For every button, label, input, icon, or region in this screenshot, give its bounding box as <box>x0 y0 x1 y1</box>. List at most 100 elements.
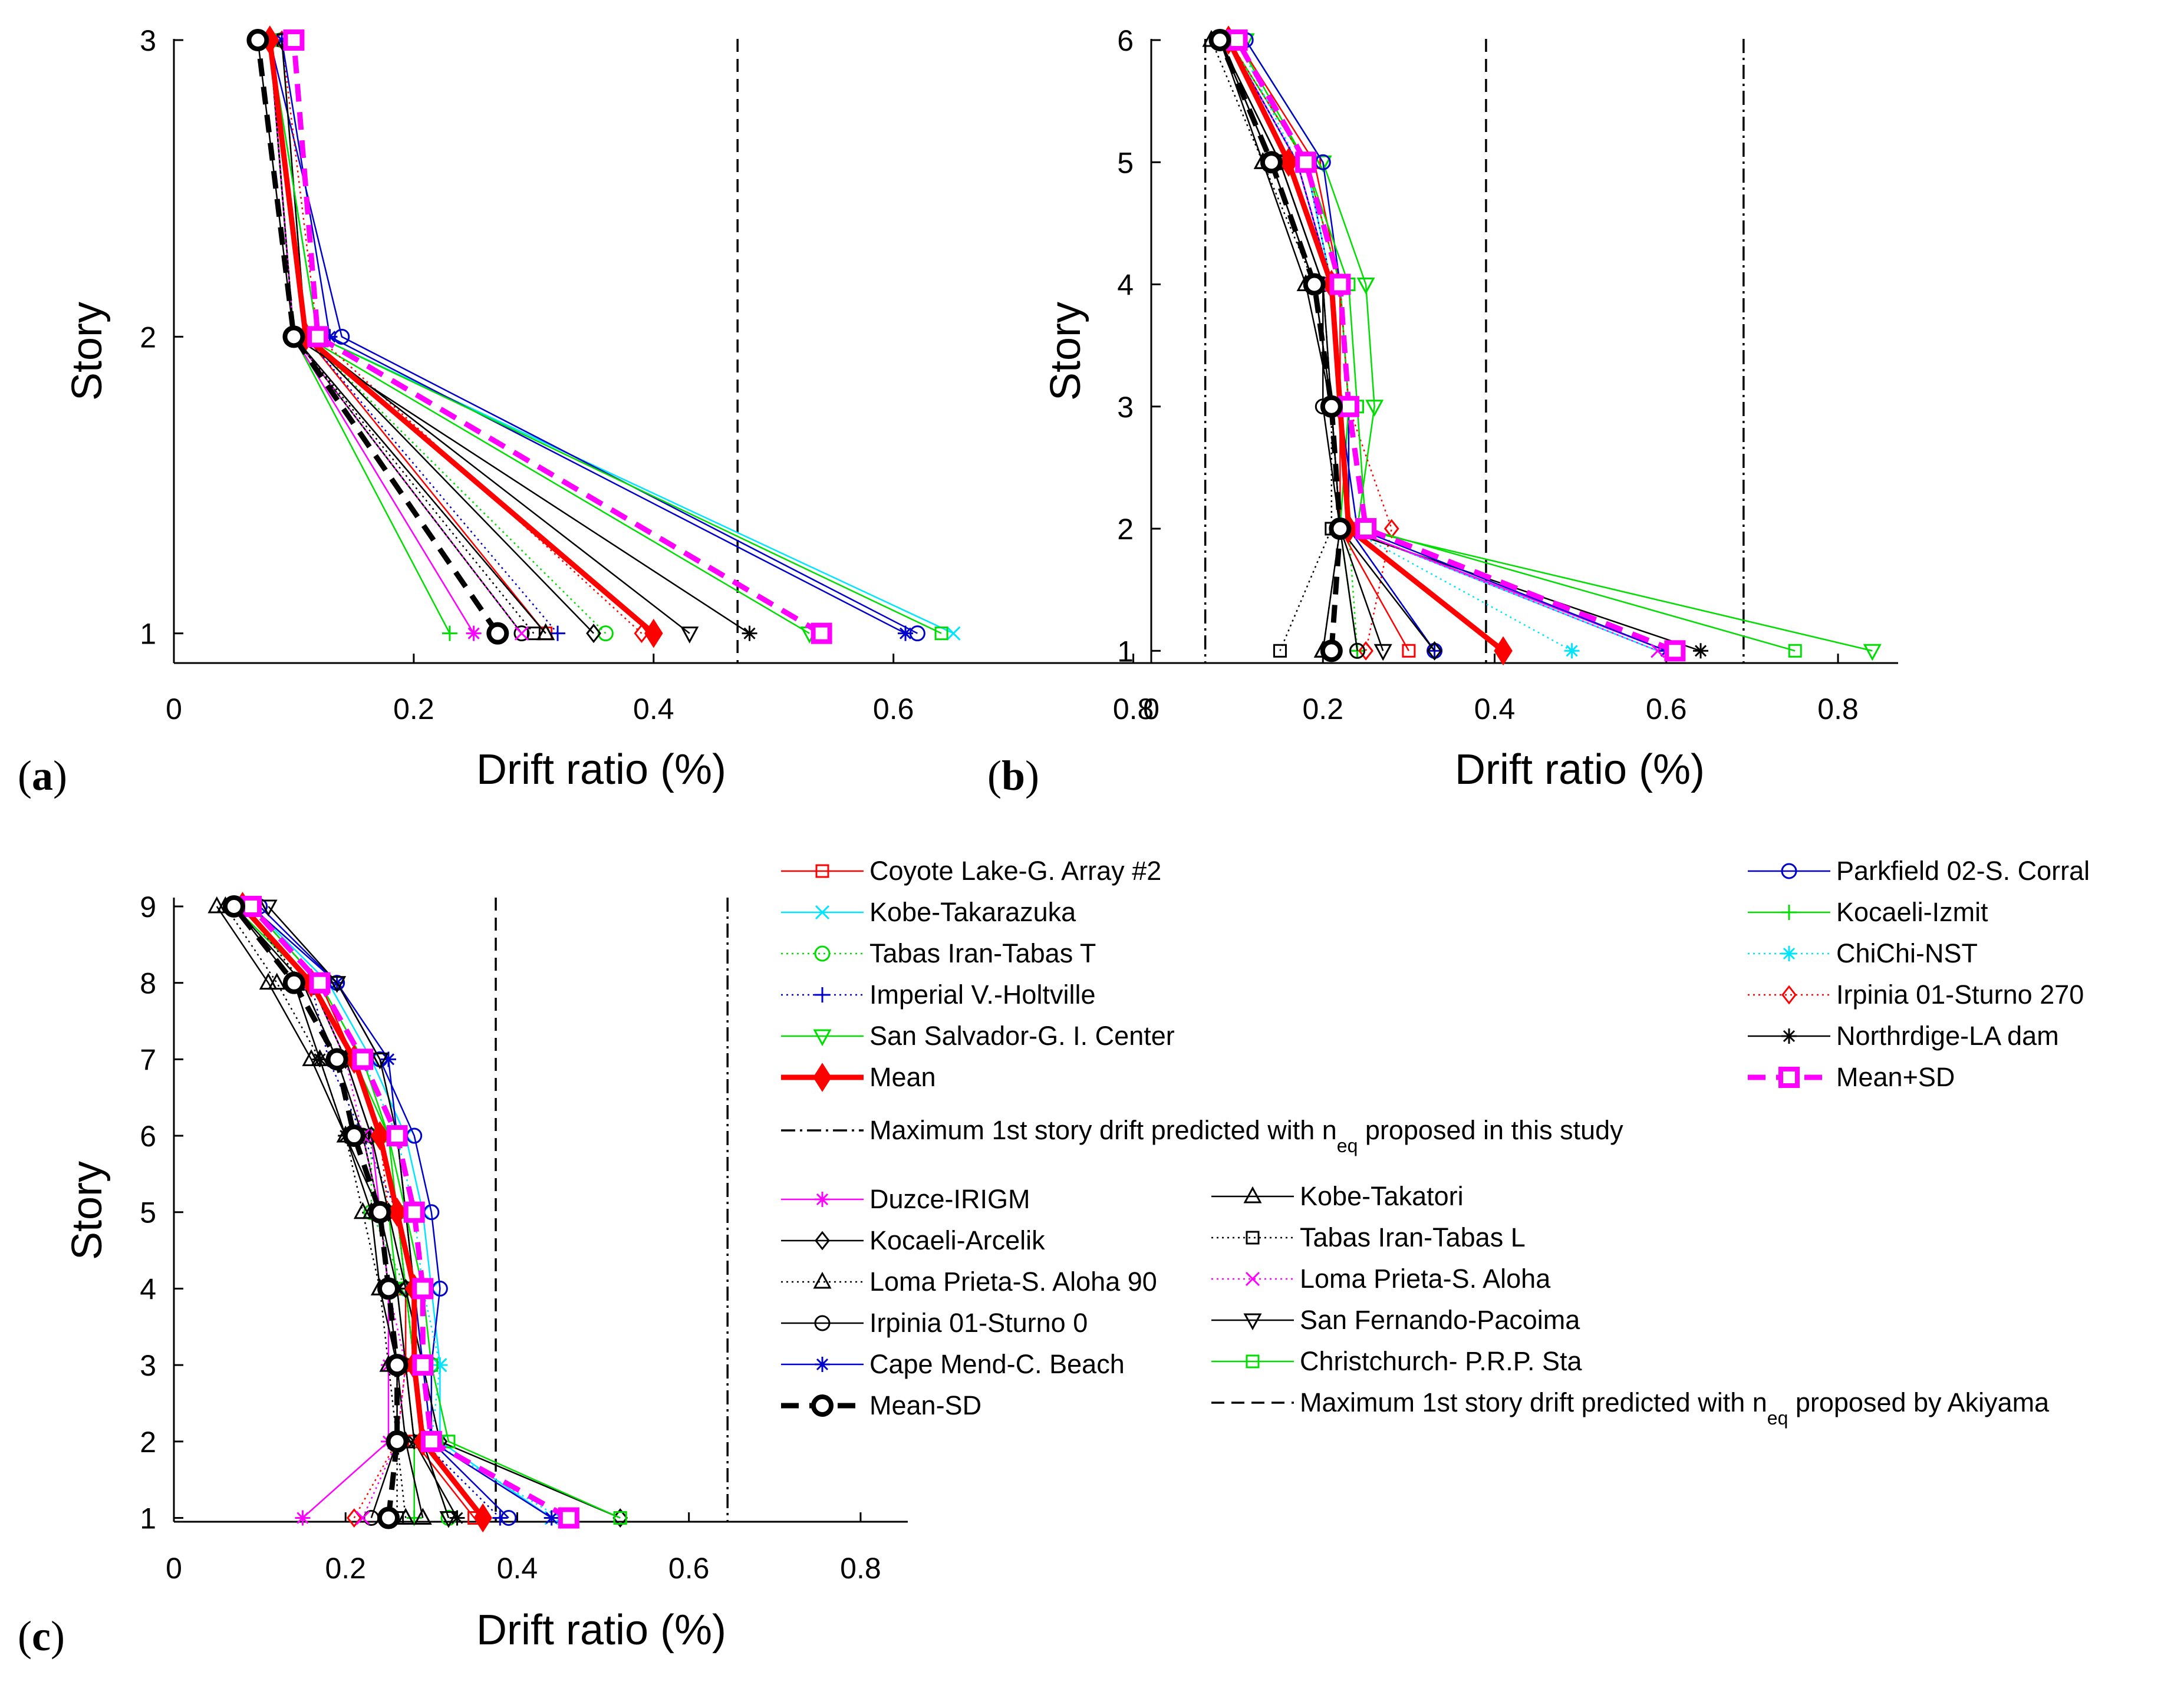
legend-entry-chichi-nst: ChiChi-NST <box>1748 938 1978 968</box>
mean-sd-marker <box>1338 395 1359 417</box>
kocaeli-arcelik-marker <box>1427 641 1442 661</box>
legend-entry-cape-mend-c-beach: Cape Mend-C. Beach <box>781 1349 1125 1379</box>
legend-entry-irpinia-01-sturno-270: Irpinia 01-Sturno 270 <box>1748 980 2084 1010</box>
legend-entry-mean-sd: Mean+SD <box>1748 1062 1955 1092</box>
cape-mend-c-beach-marker <box>543 1510 559 1526</box>
legend-entry-kobe-takatori: Kobe-Takatori <box>1211 1181 1464 1211</box>
y-axis-label: Story <box>64 1161 111 1260</box>
legend-entry-loma-prieta-s-aloha-90: Loma Prieta-S. Aloha 90 <box>781 1267 1157 1297</box>
x-tick-label: 0.2 <box>325 1552 366 1585</box>
mean-sd-marker <box>403 1201 425 1223</box>
x-axis-label: Drift ratio (%) <box>1455 746 1705 793</box>
panel-label: (b) <box>987 752 1039 799</box>
mean-sd-marker <box>1329 517 1352 540</box>
x-tick-label: 0.6 <box>873 693 914 726</box>
san-salvador-g-i-center-marker <box>1863 644 1882 661</box>
y-tick-label: 2 <box>140 1426 156 1459</box>
legend-christchurch-p-r-p-sta-marker <box>1246 1354 1260 1369</box>
mean-sd-marker <box>386 1354 409 1377</box>
legend-imperial-v-holtville-marker <box>815 987 830 1003</box>
y-tick-label: 3 <box>140 24 156 57</box>
legend-label: Mean-SD <box>869 1390 981 1420</box>
san-salvador-g-i-center-marker <box>1313 155 1332 173</box>
legend-mean-sd-marker <box>1778 1067 1800 1088</box>
mean-sd-line <box>1234 38 1676 654</box>
san-fernando-pacoima-marker <box>259 899 278 917</box>
x-axis-label: Drift ratio (%) <box>476 746 726 793</box>
legend-kocaeli-arcelik-marker <box>815 1231 830 1251</box>
legend-entry-parkfield-02-s-corral: Parkfield 02-S. Corral <box>1748 856 2090 886</box>
panel-label: (c) <box>18 1613 65 1660</box>
legend-label: Tabas Iran-Tabas L <box>1300 1222 1526 1252</box>
legend-label: Kobe-Takatori <box>1300 1181 1464 1211</box>
y-tick-label: 1 <box>140 1502 156 1535</box>
irpinia-01-sturno-270-marker <box>634 624 650 644</box>
mean-sd-marker <box>241 895 262 917</box>
irpinia-01-sturno-270-marker <box>346 1508 362 1528</box>
legend-label: Kocaeli-Izmit <box>1836 897 1988 927</box>
mean-sd-marker <box>222 895 245 918</box>
y-tick-label: 7 <box>140 1043 156 1076</box>
series-mean-sd <box>283 29 832 644</box>
mean-sd-marker <box>309 972 331 994</box>
legend-entry-san-salvador-g-i-center: San Salvador-G. I. Center <box>781 1021 1175 1051</box>
legend-entry-tabas-iran-tabas-t: Tabas Iran-Tabas T <box>781 938 1096 968</box>
mean-sd-marker <box>1226 29 1248 51</box>
mean-marker <box>473 1503 492 1533</box>
x-tick-label: 0.6 <box>1646 693 1687 726</box>
panel-a: 0 0.2 0.4 0.6 0.8 1 2 3 Story Drift ratio (%) (a) <box>18 24 1217 799</box>
legend-entry-this-study: Maximum 1st story drift predicted with n… <box>781 1115 1623 1156</box>
legend-entry-tabas-iran-tabas-l: Tabas Iran-Tabas L <box>1211 1222 1526 1252</box>
legend-parkfield-02-s-corral-marker <box>1781 863 1797 879</box>
kobe-takatori-marker <box>302 1049 321 1066</box>
northrdige-la-dam-marker <box>449 1510 465 1526</box>
y-tick-label: 2 <box>140 321 156 354</box>
legend-label: Kobe-Takarazuka <box>869 897 1076 927</box>
x-tick-label: 0.8 <box>1113 693 1154 726</box>
chichi-nst-line <box>1236 39 1573 652</box>
chichi-nst-marker <box>432 1357 448 1373</box>
y-tick-label: 5 <box>140 1196 156 1229</box>
san-salvador-g-i-center-marker <box>1365 400 1384 417</box>
christchurch-p-r-p-sta-marker <box>442 1435 456 1449</box>
legend-mean-sd-marker <box>811 1394 834 1417</box>
y-tick-label: 4 <box>1117 269 1134 302</box>
legend-entry-imperial-v-holtville: Imperial V.-Holtville <box>781 980 1095 1010</box>
legend-entry-irpinia-01-sturno-0: Irpinia 01-Sturno 0 <box>781 1308 1088 1338</box>
legend-entry-mean: Mean <box>781 1062 936 1092</box>
legend-entry-loma-prieta-s-aloha: Loma Prieta-S. Aloha <box>1211 1264 1551 1294</box>
y-tick-label: 2 <box>1117 513 1134 546</box>
mean-sd-marker <box>325 1048 348 1071</box>
cape-mend-c-beach-marker <box>322 329 338 345</box>
kocaeli-arcelik-marker <box>586 624 601 644</box>
legend-coyote-lake-g-array-2-marker <box>815 864 829 878</box>
legend: Coyote Lake-G. Array #2 Kobe-Takarazuka Ta… <box>781 856 2090 1429</box>
legend-entry-kocaeli-arcelik: Kocaeli-Arcelik <box>781 1225 1045 1255</box>
tabas-iran-tabas-t-marker <box>597 625 614 642</box>
legend-entry-christchurch-p-r-p-sta: Christchurch- P.R.P. Sta <box>1211 1346 1583 1376</box>
mean-sd-marker <box>368 1201 391 1224</box>
x-axis-label: Drift ratio (%) <box>476 1607 726 1654</box>
loma-prieta-s-aloha-marker <box>355 1511 370 1525</box>
christchurch-p-r-p-sta-marker <box>934 626 948 641</box>
legend-entry-coyote-lake-g-array-2: Coyote Lake-G. Array #2 <box>781 856 1161 886</box>
mean-sd-marker <box>1320 395 1343 418</box>
x-tick-label: 0.6 <box>668 1552 710 1585</box>
cape-mend-c-beach-marker <box>898 625 914 641</box>
kobe-takatori-marker <box>536 623 555 641</box>
mean-sd-marker <box>352 1048 374 1070</box>
y-tick-label: 5 <box>1117 146 1134 179</box>
legend-irpinia-01-sturno-0-marker <box>814 1315 831 1331</box>
mean-sd-marker <box>420 1430 442 1452</box>
legend-northrdige-la-dam-marker <box>1781 1028 1797 1044</box>
legend-label: Duzce-IRIGM <box>869 1184 1030 1214</box>
kobe-takatori-marker <box>413 1508 432 1525</box>
mean-sd-marker <box>811 622 832 644</box>
legend-label: Mean <box>869 1062 936 1092</box>
y-tick-label: 3 <box>1117 391 1134 424</box>
mean-marker <box>387 1197 407 1227</box>
mean-sd-marker <box>283 29 305 51</box>
y-tick-label: 6 <box>1117 24 1134 57</box>
legend-label: Cape Mend-C. Beach <box>869 1349 1125 1379</box>
mean-marker <box>644 618 663 648</box>
